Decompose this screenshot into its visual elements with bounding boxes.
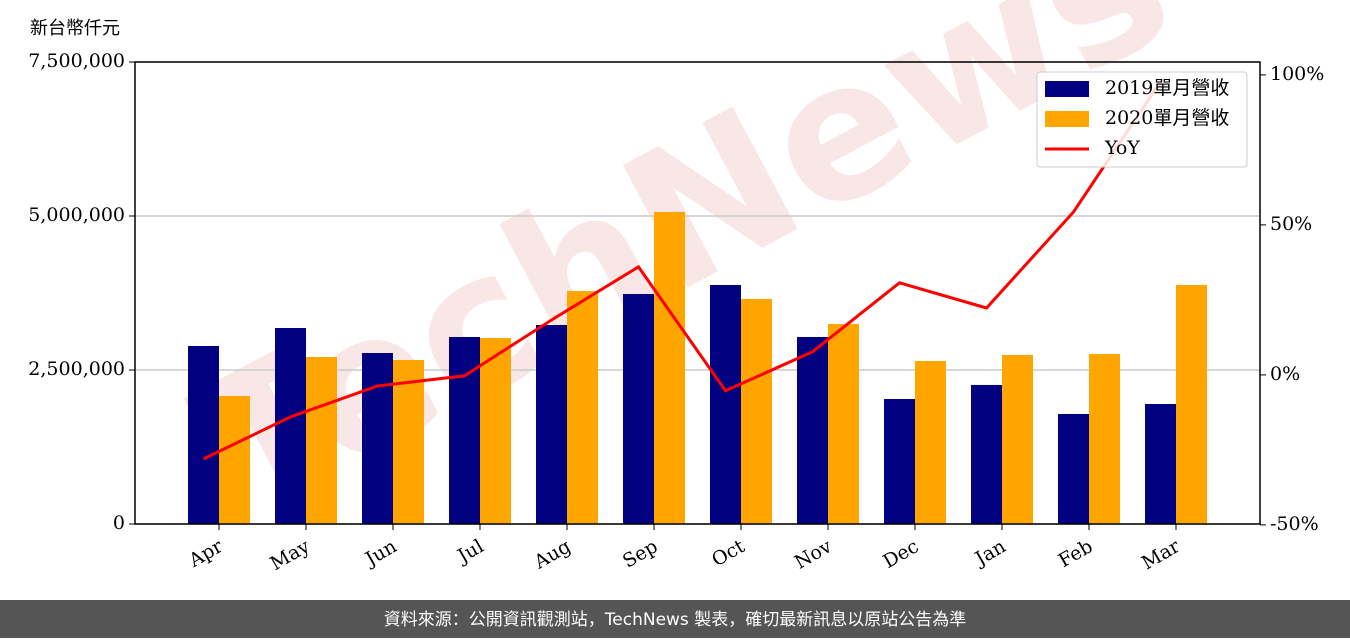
legend-label: 2020單月營收 xyxy=(1105,107,1229,129)
bar xyxy=(741,298,772,524)
y-tick-label: 7,500,000 xyxy=(28,50,125,72)
bar xyxy=(362,352,393,524)
legend-label: 2019單月營收 xyxy=(1105,77,1229,99)
y2-tick-label: 100% xyxy=(1270,63,1324,85)
x-tick-label: Jul xyxy=(452,535,487,568)
footer-bar xyxy=(0,600,1350,638)
footer-text: 資料來源：公開資訊觀測站，TechNews 製表，確切最新訊息以原站公告為準 xyxy=(384,610,966,630)
x-tick-label: Jun xyxy=(360,535,401,571)
legend-swatch xyxy=(1045,81,1089,97)
bar xyxy=(275,327,306,524)
bar xyxy=(828,323,859,524)
bar xyxy=(449,336,480,524)
bar xyxy=(797,336,828,524)
legend-swatch xyxy=(1045,111,1089,127)
x-tick-label: Dec xyxy=(879,535,922,573)
legend-box xyxy=(1036,71,1248,168)
bar xyxy=(623,293,654,524)
x-tick-label: Sep xyxy=(619,535,662,572)
bar xyxy=(219,395,250,524)
bar xyxy=(1089,353,1120,524)
x-tick-label: Oct xyxy=(708,535,749,571)
bar xyxy=(1002,354,1033,524)
bar xyxy=(188,345,219,524)
bar xyxy=(710,284,741,524)
bar xyxy=(971,384,1002,524)
y2-tick-label: 50% xyxy=(1270,213,1312,235)
bar xyxy=(1145,404,1176,524)
plot-frame xyxy=(134,61,1261,525)
bar xyxy=(393,360,424,524)
bar xyxy=(480,337,511,524)
line xyxy=(202,80,1162,461)
bar xyxy=(884,399,915,524)
x-tick-label: Feb xyxy=(1055,535,1097,572)
y-axis-label: 新台幣仟元 xyxy=(30,18,120,39)
y-tick-label: 2,500,000 xyxy=(28,358,125,380)
legend-label: YoY xyxy=(1104,137,1140,159)
bar xyxy=(1058,413,1089,524)
x-tick-label: Aug xyxy=(530,535,575,574)
x-tick-label: Mar xyxy=(1138,535,1184,574)
y2-tick-label: -50% xyxy=(1270,513,1319,535)
bar xyxy=(306,357,337,524)
x-tick-label: Apr xyxy=(184,535,227,572)
y-tick-label: 5,000,000 xyxy=(28,204,125,226)
bar xyxy=(567,291,598,524)
bar xyxy=(654,211,685,524)
x-tick-label: Nov xyxy=(791,535,836,574)
bar xyxy=(536,324,567,524)
bar xyxy=(1176,284,1207,524)
x-tick-label: Jan xyxy=(970,535,1010,571)
y2-tick-label: 0% xyxy=(1270,363,1300,385)
bar xyxy=(915,361,946,524)
y-tick-label: 0 xyxy=(113,512,125,534)
